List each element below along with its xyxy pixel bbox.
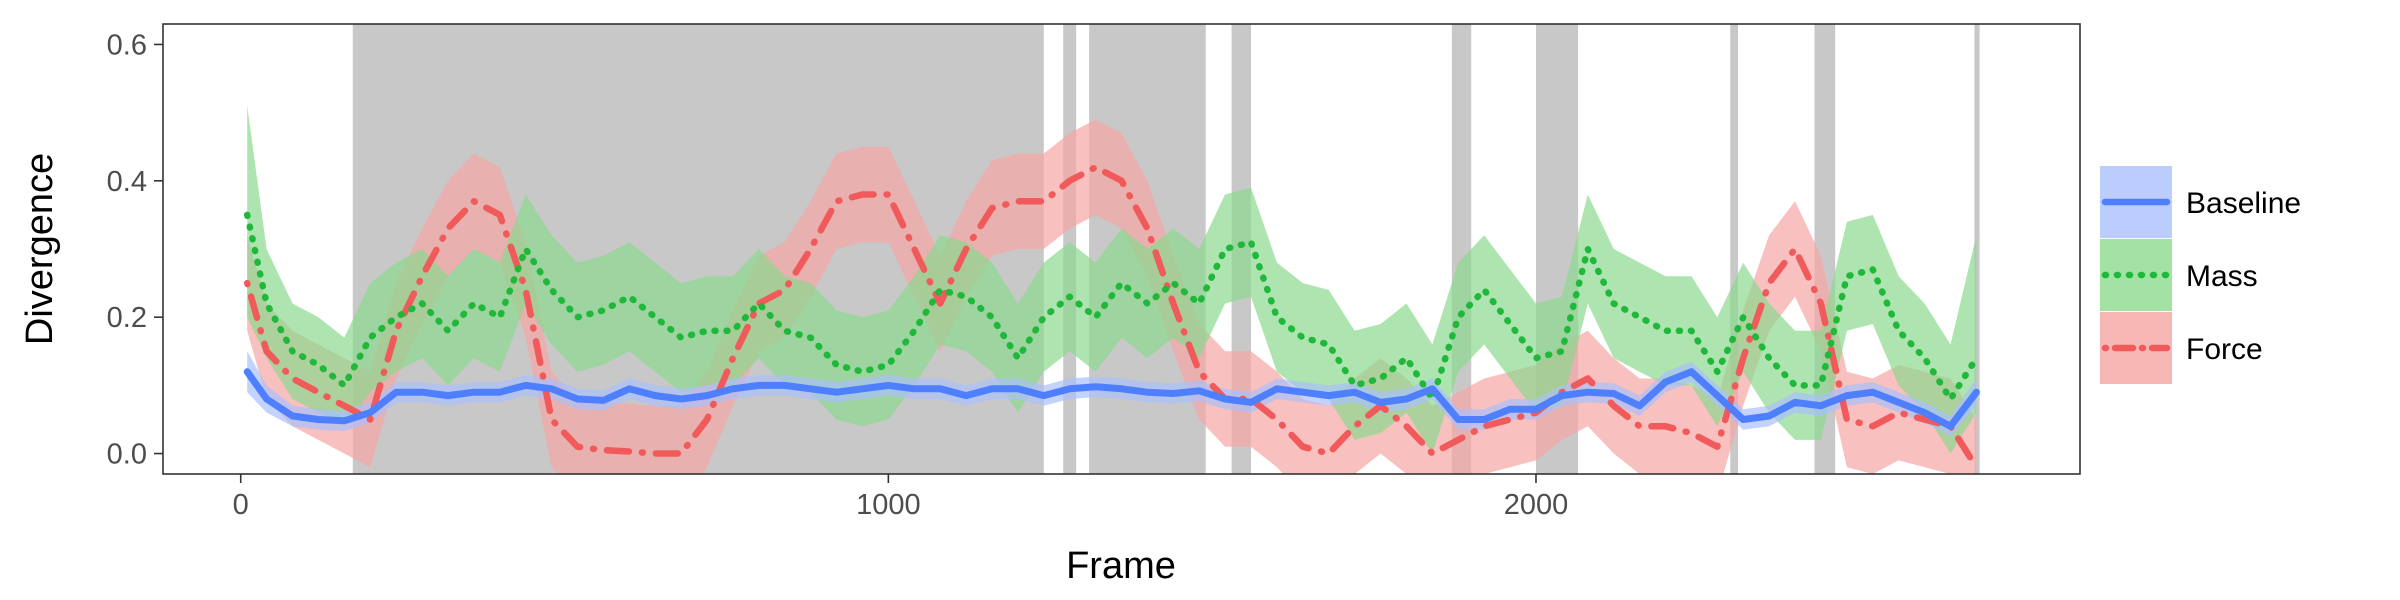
confidence-bands	[247, 105, 1977, 474]
x-tick-label-2: 2000	[1504, 489, 1569, 521]
legend: Baseline Mass Force	[2100, 166, 2301, 384]
x-tick-label-1: 1000	[856, 489, 921, 521]
y-tick-label-3: 0.6	[107, 29, 147, 61]
y-axis-title: Divergence	[19, 153, 61, 345]
baseline-line	[243, 368, 1980, 430]
legend-label-force: Force	[2186, 333, 2263, 366]
mass-band	[247, 105, 1977, 454]
x-tick-label-0: 0	[233, 489, 249, 521]
y-tick-label-2: 0.4	[107, 166, 147, 198]
y-tick-label-1: 0.2	[107, 302, 147, 334]
x-axis: 0 1000 2000	[233, 474, 1569, 521]
legend-label-baseline: Baseline	[2186, 187, 2301, 220]
shaded-region-6	[1730, 24, 1739, 474]
series-lines	[243, 163, 1980, 471]
legend-key-mass	[2100, 239, 2172, 311]
force-line	[243, 163, 1980, 471]
x-axis-title: Frame	[1066, 545, 1176, 587]
plot-border	[162, 23, 2081, 475]
shaded-region-8	[1974, 24, 1980, 474]
y-axis: 0.0 0.2 0.4 0.6	[107, 29, 163, 471]
legend-label-mass: Mass	[2186, 260, 2258, 293]
baseline-band	[247, 351, 1977, 437]
y-tick-label-0: 0.0	[107, 439, 147, 471]
